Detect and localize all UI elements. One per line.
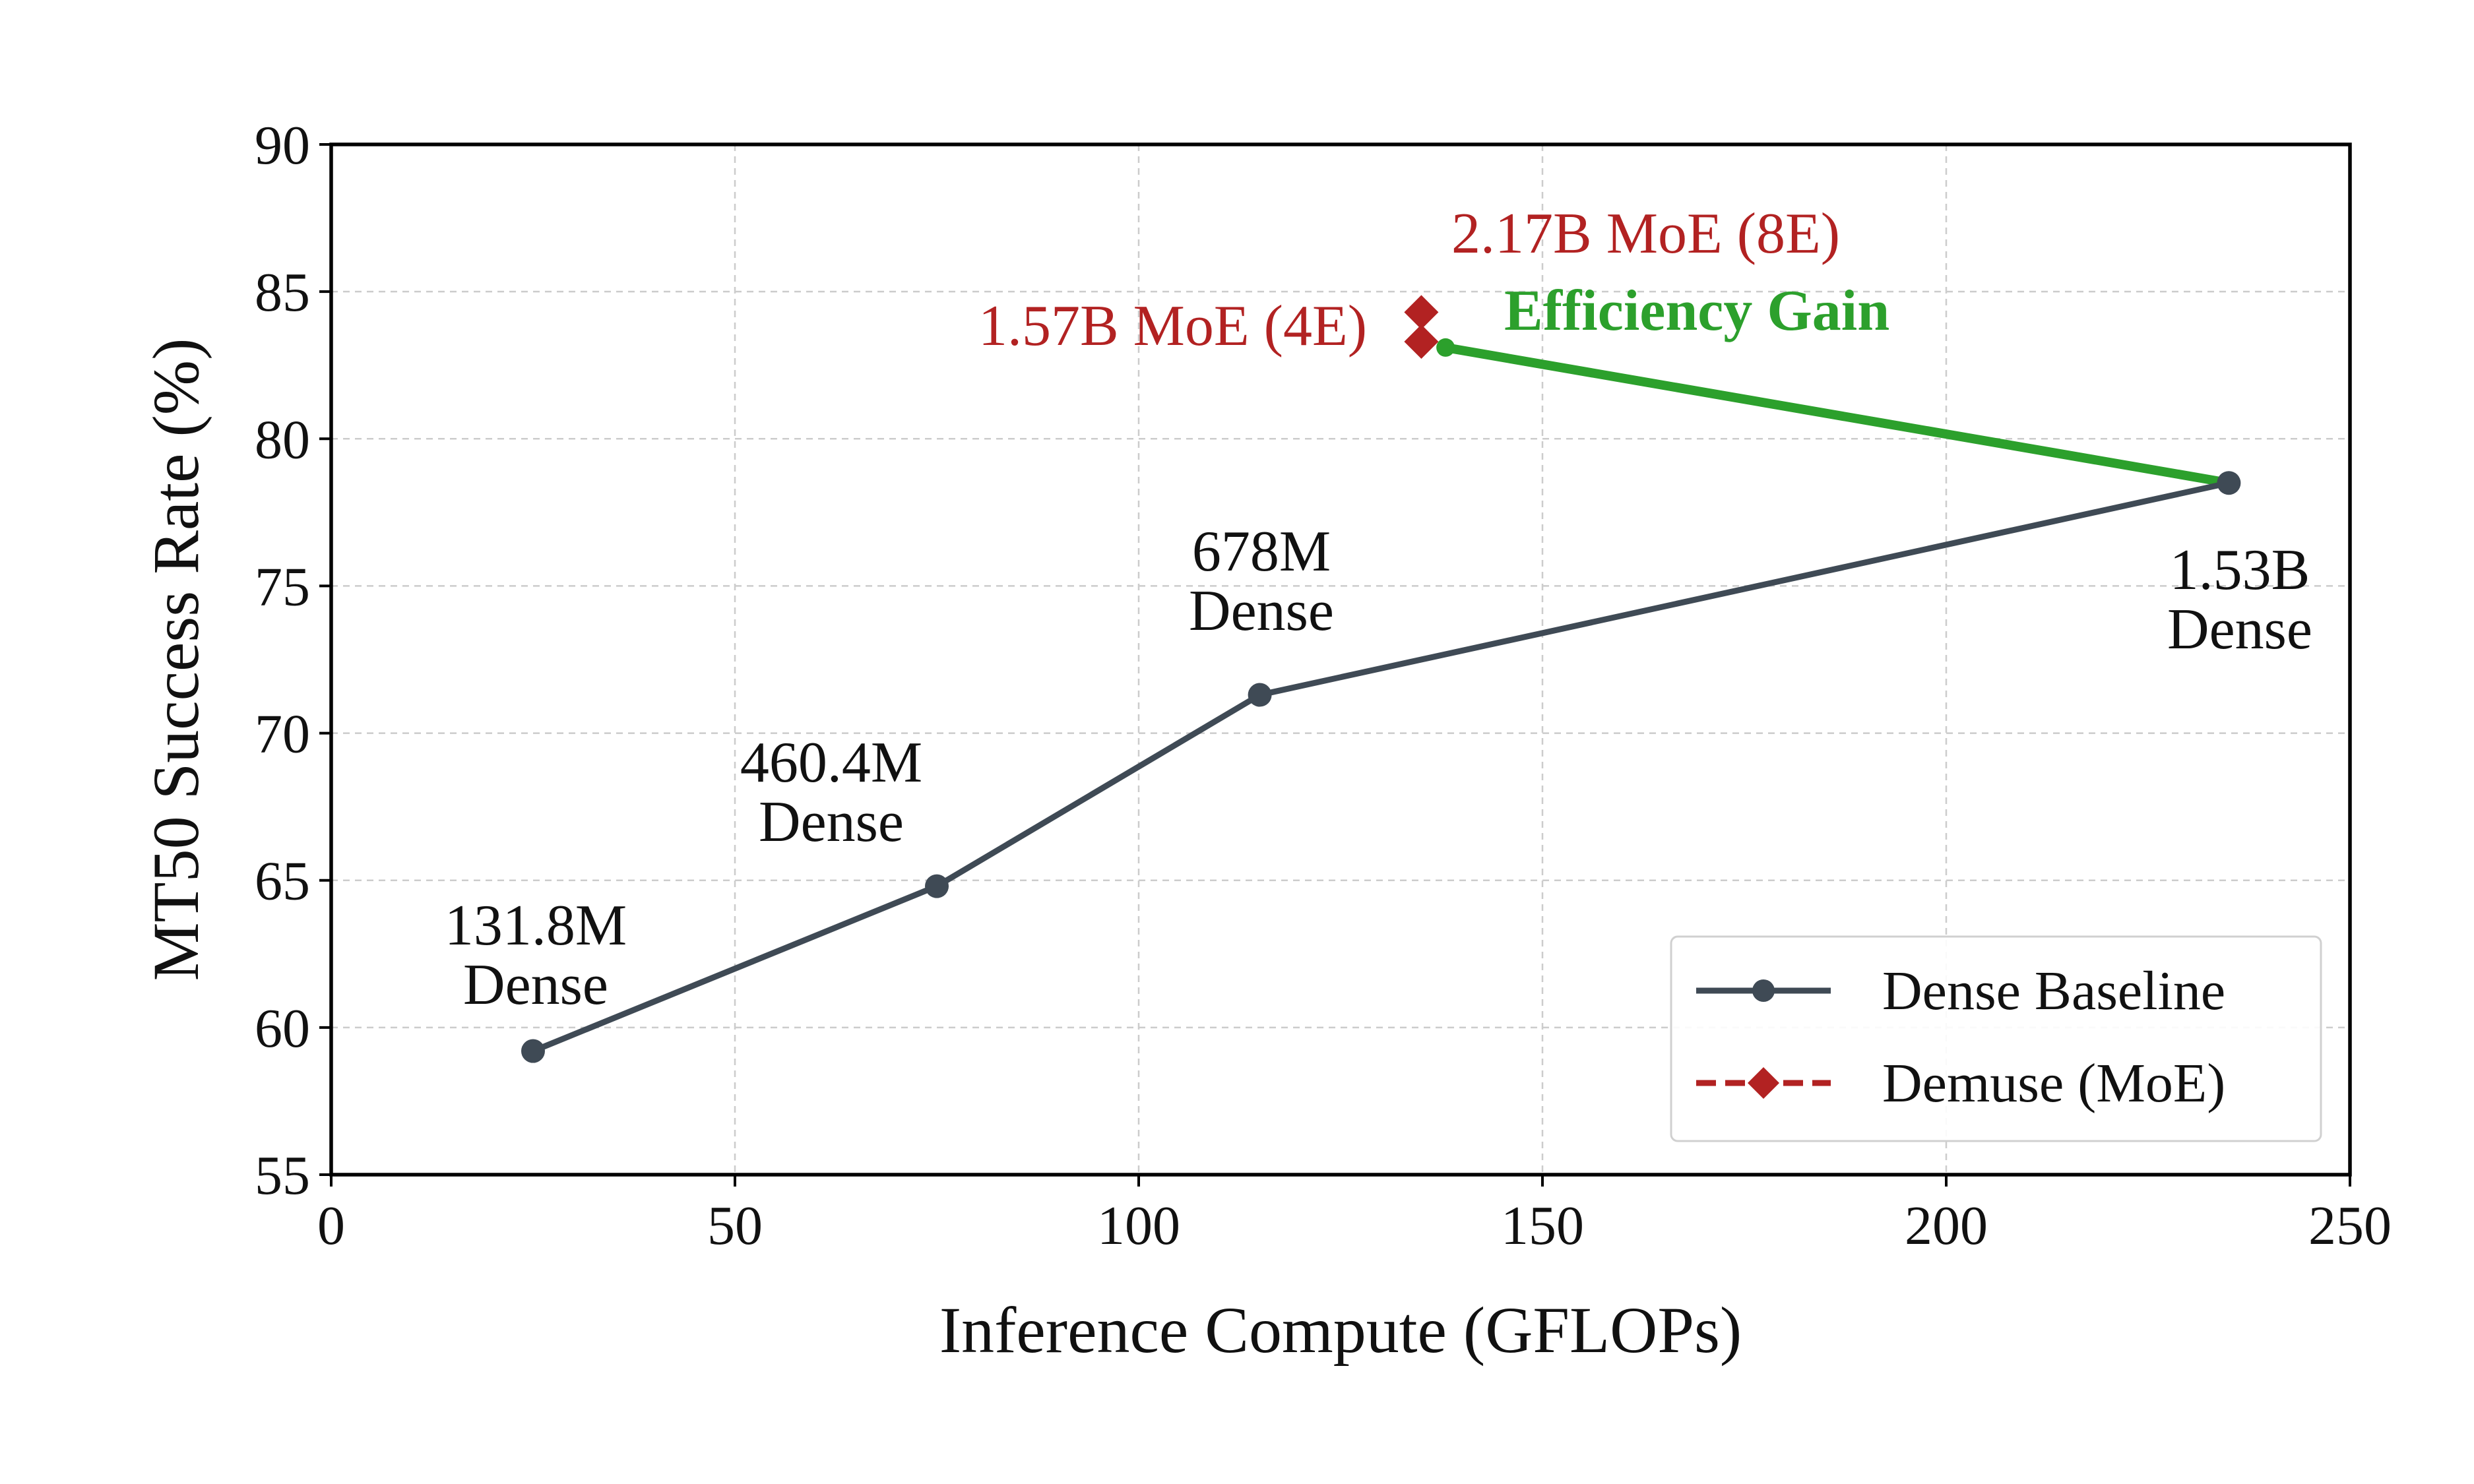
legend-moe-marker <box>1748 1067 1779 1099</box>
efficiency-gain-arrow <box>1441 342 2234 488</box>
grid-layer <box>331 144 2350 1175</box>
y-tick-label: 65 <box>255 851 310 912</box>
y-tick-label: 90 <box>255 115 310 176</box>
dense-point-marker <box>521 1039 545 1063</box>
legend-moe-label: Demuse (MoE) <box>1882 1053 2225 1114</box>
y-tick-label: 80 <box>255 409 310 470</box>
plot-area-frame <box>329 142 2352 1177</box>
y-tick-label: 60 <box>255 998 310 1059</box>
efficiency-gain-arrowhead <box>1436 338 1455 357</box>
moe-point-marker <box>1404 295 1439 330</box>
moe-point-marker <box>1404 325 1439 359</box>
x-tick-label: 100 <box>1097 1195 1180 1256</box>
legend: Dense Baseline Demuse (MoE) <box>1670 935 2322 1142</box>
axes-frame <box>329 142 2352 1177</box>
legend-box <box>1670 935 2322 1142</box>
dense-point-label-type: Dense <box>1189 579 1334 643</box>
moe-point-label: 1.57B MoE (4E) <box>978 294 1367 358</box>
dense-point-marker <box>2217 471 2241 495</box>
x-tick-label: 50 <box>707 1195 763 1256</box>
y-axis-title: MT50 Success Rate (%) <box>139 338 212 981</box>
y-tick-label: 85 <box>255 262 310 323</box>
dense-point-label-size: 460.4M <box>740 731 922 795</box>
y-tick-label: 55 <box>255 1145 310 1206</box>
y-tick-label: 70 <box>255 704 310 765</box>
dense-point-label-type: Dense <box>759 790 904 854</box>
dense-point-label-type: Dense <box>463 953 608 1017</box>
moe-point-label: 2.17B MoE (8E) <box>1451 202 1840 266</box>
y-tick-label: 75 <box>255 556 310 617</box>
efficiency-gain-annotation: Efficiency Gain <box>1436 279 2234 488</box>
dense-point-marker <box>925 874 949 898</box>
dense-point-label-size: 1.53B <box>2170 538 2310 602</box>
x-tick-label: 150 <box>1501 1195 1584 1256</box>
x-axis-title: Inference Compute (GFLOPs) <box>939 1293 1742 1367</box>
efficiency-gain-label: Efficiency Gain <box>1504 279 1889 343</box>
legend-dense-label: Dense Baseline <box>1882 960 2225 1022</box>
series-layer <box>521 295 2241 1063</box>
dense-baseline-line <box>530 479 2232 1055</box>
axis-ticks: 0 50 100 150 200 250 55 60 65 70 75 80 85 90 <box>255 115 2392 1256</box>
x-tick-label: 250 <box>2308 1195 2392 1256</box>
x-tick-label: 200 <box>1905 1195 1988 1256</box>
dense-point-marker <box>1248 683 1272 707</box>
x-tick-label: 0 <box>317 1195 345 1256</box>
dense-point-label-size: 678M <box>1192 520 1331 584</box>
dense-point-label-size: 131.8M <box>445 894 627 958</box>
point-labels: 131.8MDense460.4MDense678MDense1.53BDens… <box>445 202 2312 1017</box>
dense-point-label-type: Dense <box>2167 598 2312 662</box>
legend-dense-marker <box>1752 979 1775 1002</box>
